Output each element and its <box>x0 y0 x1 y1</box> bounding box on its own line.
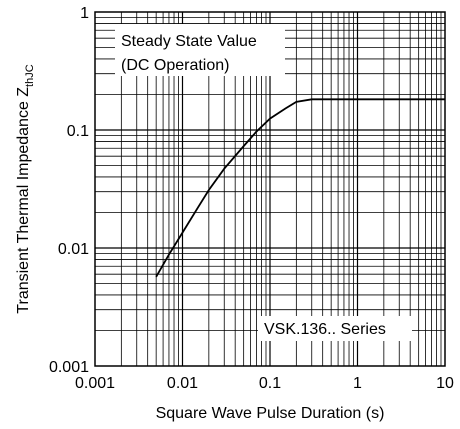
y-axis-title-main: Transient Thermal Impedance Z <box>15 87 32 314</box>
y-tick-label: 1 <box>80 5 89 22</box>
x-tick-label: 1 <box>353 375 362 392</box>
x-tick-label: 0.001 <box>75 375 115 392</box>
annotation-dc-operation: (DC Operation) <box>121 57 229 74</box>
x-tick-label: 10 <box>436 375 454 392</box>
y-tick-labels: 0.001 0.01 0.1 1 <box>49 5 89 376</box>
annotation-series-name: VSK.136.. Series <box>264 321 386 338</box>
y-tick-label: 0.1 <box>67 123 89 140</box>
annotation-series-background <box>258 316 412 341</box>
x-axis-title: Square Wave Pulse Duration (s) <box>156 405 385 422</box>
y-axis-title: Transient Thermal Impedance ZthJC <box>15 64 36 313</box>
annotation-series-box: VSK.136.. Series <box>258 316 412 341</box>
x-tick-labels: 0.001 0.01 0.1 1 10 <box>75 375 454 392</box>
y-tick-label: 0.001 <box>49 359 89 376</box>
annotation-steady-state-value: Steady State Value <box>121 33 257 50</box>
annotation-steady-state-background <box>115 24 285 76</box>
plot-frame <box>94 11 446 367</box>
x-tick-label: 0.01 <box>167 375 198 392</box>
series-line-zthjc <box>155 98 445 278</box>
annotation-steady-state-box: Steady State Value (DC Operation) <box>115 24 285 76</box>
y-axis-title-subscript: thJC <box>24 64 36 87</box>
y-tick-label: 0.01 <box>58 241 89 258</box>
x-tick-label: 0.1 <box>259 375 281 392</box>
